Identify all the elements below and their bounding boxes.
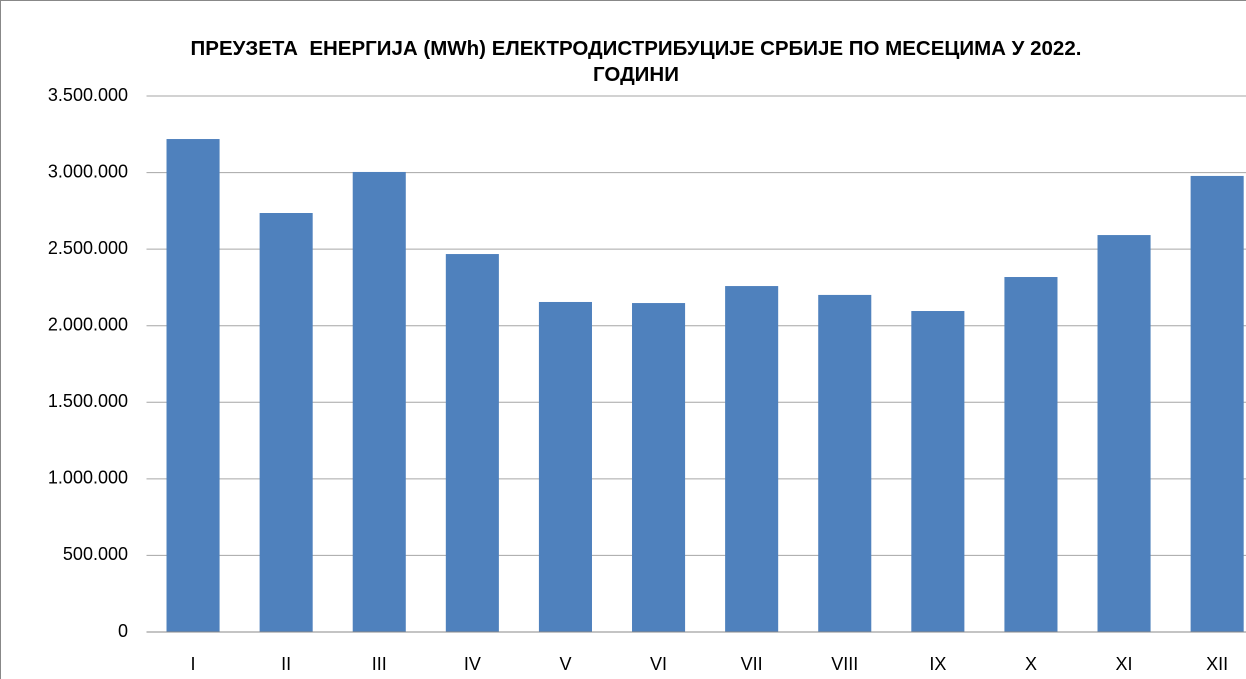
chart-title: ПРЕУЗЕТА ЕНЕРГИЈА (MWh) ЕЛЕКТРОДИСТРИБУЦ… — [190, 37, 1088, 86]
y-tick-label: 2.500.000 — [48, 238, 128, 258]
bar — [166, 139, 220, 632]
x-tick-label: IX — [929, 654, 946, 674]
x-tick-label: VI — [650, 654, 667, 674]
y-tick-label: 1.500.000 — [48, 391, 128, 411]
x-tick-label: IV — [464, 654, 481, 674]
y-tick-label: 0 — [118, 621, 128, 641]
bar — [1190, 175, 1244, 633]
bar — [725, 286, 779, 632]
x-tick-label: VII — [741, 654, 763, 674]
y-tick-label: 2.000.000 — [48, 314, 128, 334]
bar — [1004, 277, 1058, 632]
y-tick-label: 3.500.000 — [48, 85, 128, 105]
x-tick-label: I — [191, 654, 196, 674]
x-tick-label: II — [281, 654, 291, 674]
bar — [818, 294, 872, 632]
bar — [911, 311, 965, 632]
x-tick-label: V — [559, 654, 571, 674]
bar — [445, 254, 499, 632]
bar — [352, 171, 406, 632]
bar — [259, 213, 313, 632]
bar — [632, 303, 686, 632]
x-tick-label: X — [1025, 654, 1037, 674]
bar — [538, 301, 592, 632]
y-tick-label: 3.000.000 — [48, 161, 128, 181]
x-tick-label: III — [372, 654, 387, 674]
bar — [1097, 235, 1151, 632]
y-tick-label: 1.000.000 — [48, 468, 128, 488]
x-tick-label: XII — [1206, 654, 1228, 674]
x-tick-label: VIII — [831, 654, 858, 674]
y-tick-label: 500.000 — [63, 544, 128, 564]
x-tick-label: XI — [1116, 654, 1133, 674]
